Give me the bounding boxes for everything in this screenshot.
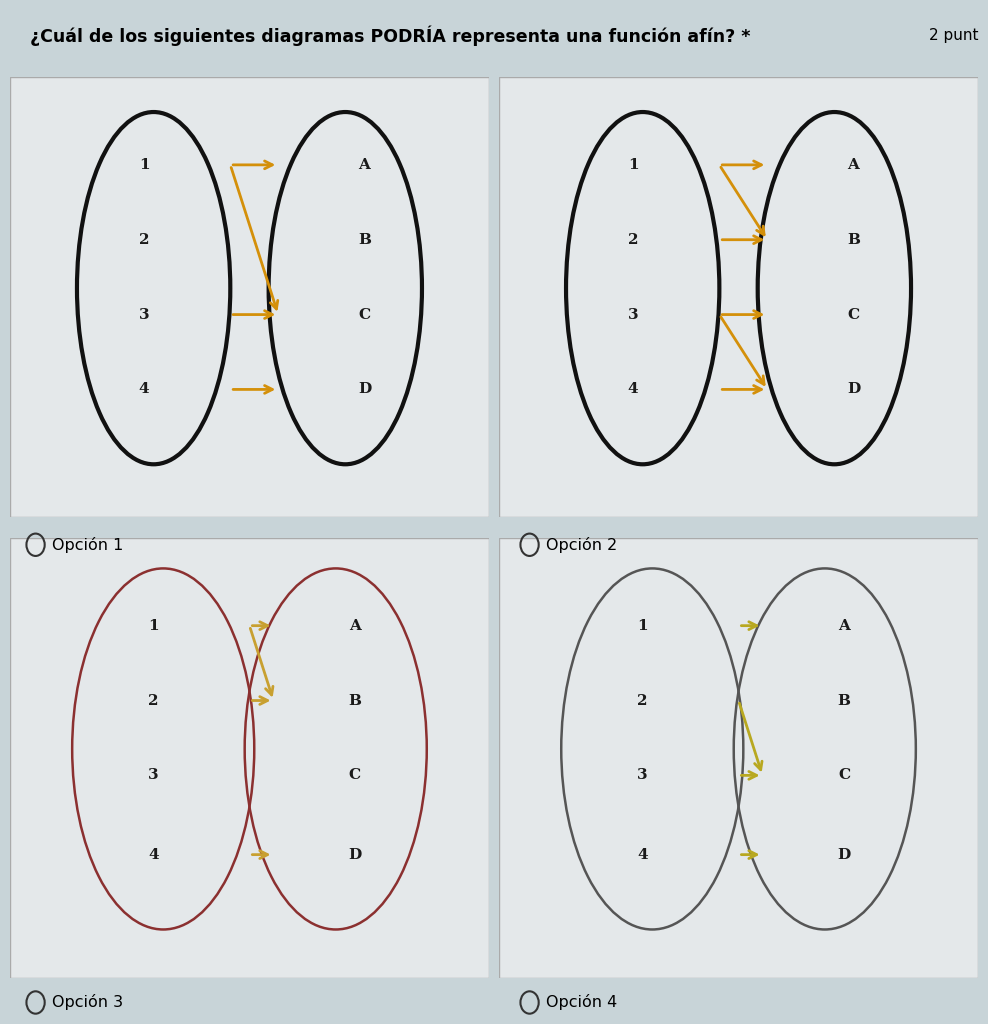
Text: 1: 1 — [148, 618, 159, 633]
Text: C: C — [349, 768, 361, 782]
Text: B: B — [838, 693, 851, 708]
Text: C: C — [359, 307, 370, 322]
Text: 3: 3 — [637, 768, 648, 782]
Text: ¿Cuál de los siguientes diagramas PODRÍA representa una función afín? *: ¿Cuál de los siguientes diagramas PODRÍA… — [30, 26, 750, 46]
Text: 4: 4 — [637, 848, 648, 861]
Text: C: C — [848, 307, 860, 322]
Text: D: D — [348, 848, 362, 861]
Text: B: B — [358, 232, 370, 247]
Text: A: A — [838, 618, 850, 633]
Text: A: A — [359, 158, 370, 172]
Text: 2: 2 — [148, 693, 159, 708]
Text: 3: 3 — [148, 768, 159, 782]
Text: 1: 1 — [138, 158, 149, 172]
Text: 2: 2 — [637, 693, 648, 708]
Text: Opción 1: Opción 1 — [52, 537, 124, 553]
Text: 3: 3 — [138, 307, 149, 322]
Text: Opción 4: Opción 4 — [546, 994, 618, 1011]
Text: 4: 4 — [627, 382, 638, 396]
Text: 1: 1 — [627, 158, 638, 172]
Text: B: B — [847, 232, 860, 247]
Text: 4: 4 — [138, 382, 149, 396]
Text: 2: 2 — [138, 232, 149, 247]
Text: 1: 1 — [637, 618, 648, 633]
Text: Opción 3: Opción 3 — [52, 994, 124, 1011]
Text: 3: 3 — [627, 307, 638, 322]
Text: 2: 2 — [627, 232, 638, 247]
Text: D: D — [358, 382, 371, 396]
Text: B: B — [349, 693, 362, 708]
Text: Opción 2: Opción 2 — [546, 537, 618, 553]
Text: A: A — [349, 618, 361, 633]
Text: D: D — [837, 848, 851, 861]
Text: 4: 4 — [148, 848, 159, 861]
Text: C: C — [838, 768, 850, 782]
Text: A: A — [848, 158, 860, 172]
Text: 2 punt: 2 punt — [929, 29, 978, 43]
Text: D: D — [847, 382, 861, 396]
